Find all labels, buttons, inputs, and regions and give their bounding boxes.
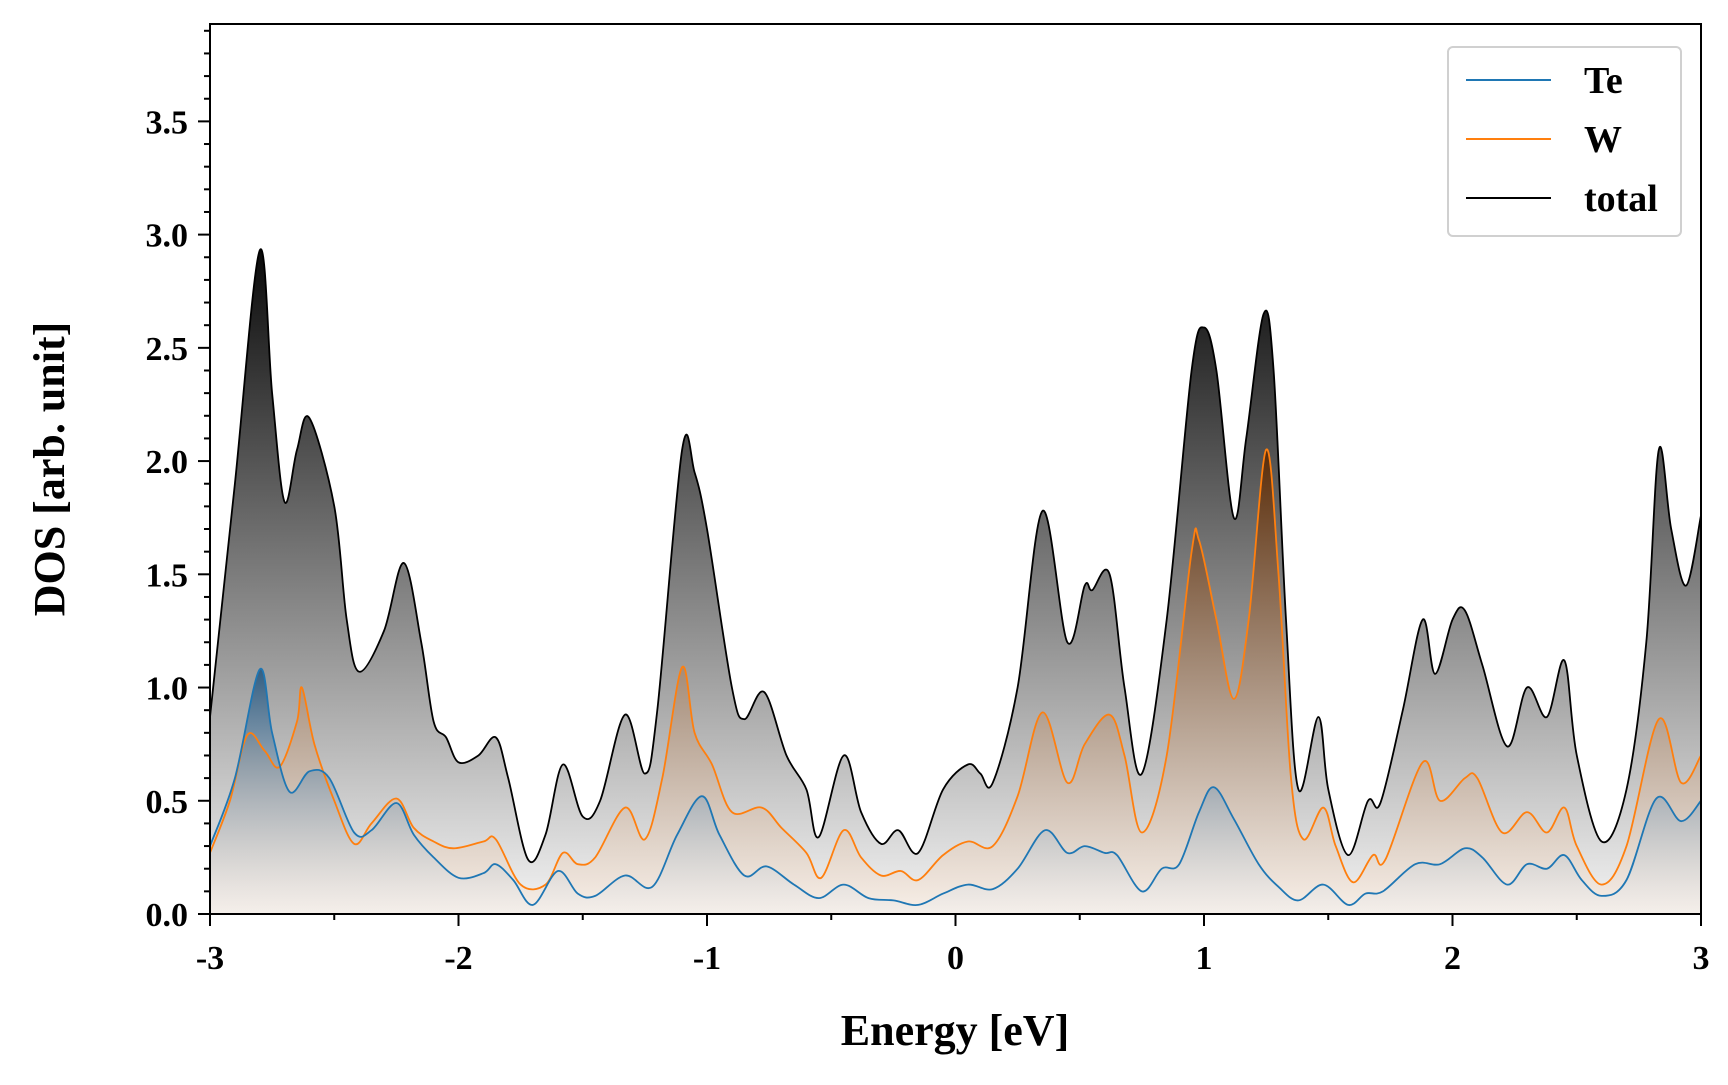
legend-label-total: total bbox=[1584, 178, 1658, 220]
x-tick-label: 3 bbox=[1693, 940, 1710, 977]
y-tick-label: 0.0 bbox=[146, 897, 189, 934]
x-tick-label: 2 bbox=[1444, 940, 1461, 977]
te-dos-line bbox=[210, 667, 1701, 906]
x-tick-label: -2 bbox=[444, 940, 472, 977]
legend-label-w: W bbox=[1584, 119, 1622, 161]
y-tick-label: 1.0 bbox=[146, 671, 189, 708]
x-tick-label: 0 bbox=[947, 940, 964, 977]
y-tick-label: 2.5 bbox=[146, 331, 189, 368]
y-tick-label: 3.5 bbox=[146, 104, 189, 141]
y-axis-label: DOS [arb. unit] bbox=[25, 322, 74, 617]
w-dos-line bbox=[210, 448, 1701, 891]
legend-box bbox=[1447, 46, 1682, 237]
x-tick-label: 1 bbox=[1196, 940, 1213, 977]
total-dos-line bbox=[210, 248, 1701, 863]
x-tick-label: -3 bbox=[196, 940, 224, 977]
x-tick-label: -1 bbox=[693, 940, 721, 977]
y-tick-label: 3.0 bbox=[146, 218, 189, 255]
y-tick-label: 1.5 bbox=[146, 557, 189, 594]
te-fill-area bbox=[210, 668, 1701, 914]
y-tick-label: 2.0 bbox=[146, 444, 189, 481]
y-tick-label: 0.5 bbox=[146, 784, 189, 821]
x-axis-label: Energy [eV] bbox=[841, 1006, 1070, 1055]
legend-label-te: Te bbox=[1584, 60, 1623, 102]
